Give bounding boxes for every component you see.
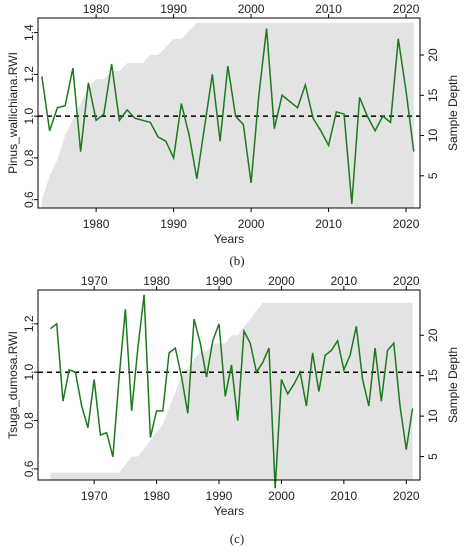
y2-tick-label: 20 xyxy=(426,48,440,62)
x-tick-label-top: 1980 xyxy=(143,274,170,288)
y2-tick-label: 10 xyxy=(426,409,440,423)
rwi-line xyxy=(50,294,414,489)
y2-tick-label: 15 xyxy=(426,88,440,102)
x-tick-label-top: 2010 xyxy=(315,2,342,16)
x-tick-label: 2020 xyxy=(393,217,420,231)
y-axis-title: Pinus_wallichiana.RWI xyxy=(6,52,20,174)
x-tick-label-top: 1970 xyxy=(81,274,108,288)
x-tick-label: 1990 xyxy=(160,217,187,231)
y-tick-label: 0.6 xyxy=(22,191,36,208)
rwi-line xyxy=(41,28,415,204)
x-tick-label-top: 1990 xyxy=(160,2,187,16)
y-tick-label: 1.4 xyxy=(22,24,36,41)
y-tick-label: 0.6 xyxy=(22,460,36,477)
x-tick-label-top: 1990 xyxy=(206,274,233,288)
plot-frame xyxy=(37,17,421,209)
x-tick-label: 1990 xyxy=(206,489,233,503)
y2-tick-label: 20 xyxy=(426,328,440,342)
y-axis-title: Tsuga_dumosa.RWI xyxy=(6,331,20,439)
x-tick-label: 2020 xyxy=(393,489,420,503)
x-tick-label: 1980 xyxy=(143,489,170,503)
y-tick-label: 1.2 xyxy=(22,66,36,83)
x-tick-label: 1970 xyxy=(81,489,108,503)
plot-frame xyxy=(37,289,421,481)
y-tick-label: 1.0 xyxy=(22,107,36,124)
y2-axis-title: Sample Depth xyxy=(446,347,460,423)
x-axis-title: Years xyxy=(214,232,244,246)
x-tick-label-top: 1980 xyxy=(83,2,110,16)
caption: (b) xyxy=(229,253,244,268)
y2-tick-label: 5 xyxy=(426,453,440,460)
x-axis-title: Years xyxy=(214,504,244,518)
x-tick-label: 2010 xyxy=(330,489,357,503)
x-tick-label: 2010 xyxy=(315,217,342,231)
x-tick-label-top: 2000 xyxy=(238,2,265,16)
x-tick-label-top: 2020 xyxy=(393,274,420,288)
sample-depth-area xyxy=(50,302,413,480)
x-tick-label-top: 2000 xyxy=(268,274,295,288)
x-tick-label: 2000 xyxy=(238,217,265,231)
y-tick-label: 1.0 xyxy=(22,364,36,381)
y-tick-label: 0.8 xyxy=(22,149,36,166)
y2-tick-label: 10 xyxy=(426,129,440,143)
caption: (c) xyxy=(230,531,244,546)
x-tick-label-top: 2010 xyxy=(330,274,357,288)
y2-tick-label: 15 xyxy=(426,369,440,383)
y2-tick-label: 5 xyxy=(426,172,440,179)
y-tick-label: 0.8 xyxy=(22,412,36,429)
x-tick-label: 1980 xyxy=(83,217,110,231)
x-tick-label-top: 2020 xyxy=(393,2,420,16)
y2-axis-title: Sample Depth xyxy=(446,75,460,151)
y-tick-label: 1.2 xyxy=(22,315,36,332)
x-tick-label: 2000 xyxy=(268,489,295,503)
